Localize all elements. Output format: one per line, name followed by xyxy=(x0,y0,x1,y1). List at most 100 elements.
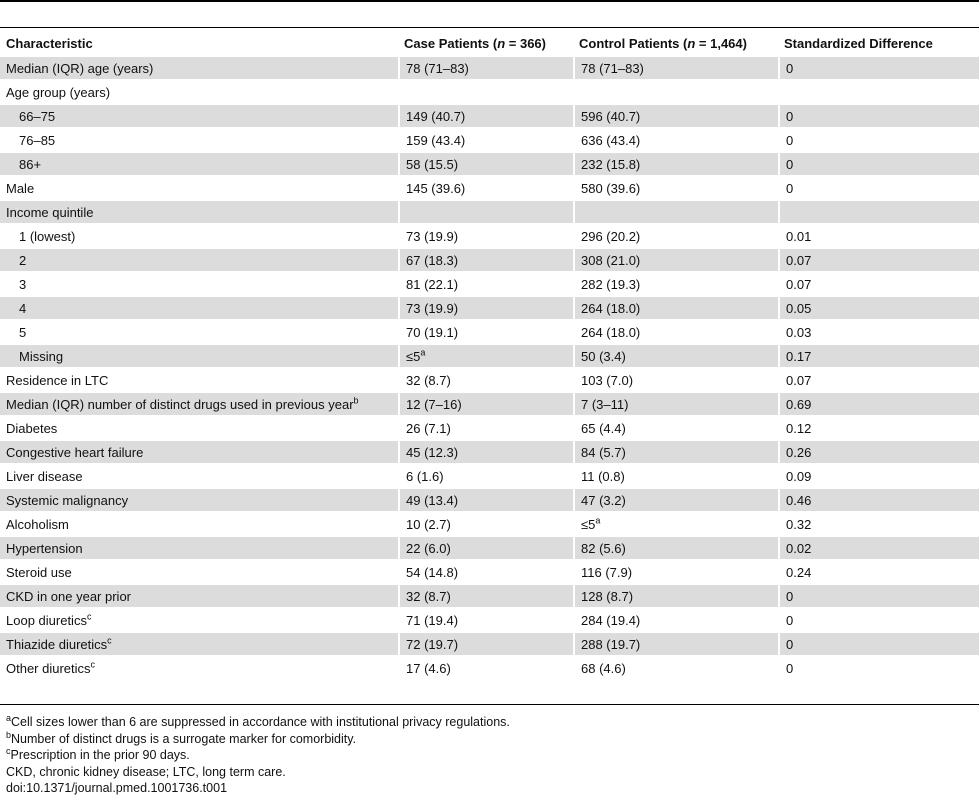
row-standardized-difference: 0 xyxy=(778,656,979,680)
row-standardized-difference: 0.07 xyxy=(778,368,979,392)
table-row: Median (IQR) age (years) 78 (71–83) 78 (71… xyxy=(0,56,979,80)
table-row: Age group (years) xyxy=(0,80,979,104)
row-standardized-difference: 0.12 xyxy=(778,416,979,440)
header-control-patients: Control Patients (n = 1,464) xyxy=(579,36,747,51)
row-characteristic: Missing xyxy=(0,344,398,368)
row-standardized-difference: 0.17 xyxy=(778,344,979,368)
row-control-value: 116 (7.9) xyxy=(573,560,778,584)
row-case-value: 26 (7.1) xyxy=(398,416,573,440)
row-standardized-difference: 0.02 xyxy=(778,536,979,560)
row-characteristic: 3 xyxy=(0,272,398,296)
row-characteristic: Systemic malignancy xyxy=(0,488,398,512)
row-characteristic: 1 (lowest) xyxy=(0,224,398,248)
row-standardized-difference: 0 xyxy=(778,584,979,608)
row-case-value: 58 (15.5) xyxy=(398,152,573,176)
table-row: 66–75 149 (40.7) 596 (40.7) 0 xyxy=(0,104,979,128)
row-case-value xyxy=(398,200,573,224)
row-standardized-difference xyxy=(778,200,979,224)
row-standardized-difference: 0.01 xyxy=(778,224,979,248)
row-case-value: ≤5a xyxy=(398,344,573,368)
row-characteristic: CKD in one year prior xyxy=(0,584,398,608)
row-characteristic: 2 xyxy=(0,248,398,272)
row-control-value: 264 (18.0) xyxy=(573,320,778,344)
row-control-value: 11 (0.8) xyxy=(573,464,778,488)
row-control-value: 128 (8.7) xyxy=(573,584,778,608)
table-row: Missing ≤5a 50 (3.4) 0.17 xyxy=(0,344,979,368)
row-characteristic: Age group (years) xyxy=(0,80,398,104)
row-characteristic: Median (IQR) age (years) xyxy=(0,56,398,80)
row-control-value: 232 (15.8) xyxy=(573,152,778,176)
row-control-value: 50 (3.4) xyxy=(573,344,778,368)
table-row: Income quintile xyxy=(0,200,979,224)
row-case-value: 78 (71–83) xyxy=(398,56,573,80)
table-top-rule xyxy=(0,0,979,2)
row-case-value: 10 (2.7) xyxy=(398,512,573,536)
row-control-value: 84 (5.7) xyxy=(573,440,778,464)
row-control-value: 288 (19.7) xyxy=(573,632,778,656)
row-case-value: 70 (19.1) xyxy=(398,320,573,344)
row-case-value: 32 (8.7) xyxy=(398,368,573,392)
table-row: Systemic malignancy 49 (13.4) 47 (3.2) 0.46 xyxy=(0,488,979,512)
table-row: Congestive heart failure 45 (12.3) 84 (5.7… xyxy=(0,440,979,464)
row-characteristic: 76–85 xyxy=(0,128,398,152)
footnote: bNumber of distinct drugs is a surrogate… xyxy=(6,729,357,746)
row-case-value: 71 (19.4) xyxy=(398,608,573,632)
footnote: cPrescription in the prior 90 days. xyxy=(6,746,190,763)
row-control-value: 636 (43.4) xyxy=(573,128,778,152)
row-standardized-difference: 0.07 xyxy=(778,272,979,296)
row-case-value xyxy=(398,80,573,104)
row-case-value: 73 (19.9) xyxy=(398,224,573,248)
row-characteristic: Loop diureticsc xyxy=(0,608,398,632)
table-row: Thiazide diureticsc 72 (19.7) 288 (19.7) 0 xyxy=(0,632,979,656)
row-characteristic: Thiazide diureticsc xyxy=(0,632,398,656)
row-characteristic: Male xyxy=(0,176,398,200)
footnote: CKD, chronic kidney disease; LTC, long t… xyxy=(6,764,286,779)
row-case-value: 81 (22.1) xyxy=(398,272,573,296)
header-top-rule xyxy=(0,27,979,28)
row-case-value: 45 (12.3) xyxy=(398,440,573,464)
table-row: 86+ 58 (15.5) 232 (15.8) 0 xyxy=(0,152,979,176)
row-case-value: 32 (8.7) xyxy=(398,584,573,608)
row-case-value: 6 (1.6) xyxy=(398,464,573,488)
row-characteristic: Median (IQR) number of distinct drugs us… xyxy=(0,392,398,416)
table-row: 2 67 (18.3) 308 (21.0) 0.07 xyxy=(0,248,979,272)
row-standardized-difference: 0.03 xyxy=(778,320,979,344)
table-row: Hypertension 22 (6.0) 82 (5.6) 0.02 xyxy=(0,536,979,560)
row-case-value: 22 (6.0) xyxy=(398,536,573,560)
table-row: Alcoholism 10 (2.7) ≤5a 0.32 xyxy=(0,512,979,536)
row-standardized-difference: 0.32 xyxy=(778,512,979,536)
row-control-value: 82 (5.6) xyxy=(573,536,778,560)
table-footnotes: aCell sizes lower than 6 are suppressed … xyxy=(6,712,510,797)
row-characteristic: Residence in LTC xyxy=(0,368,398,392)
row-case-value: 149 (40.7) xyxy=(398,104,573,128)
row-control-value: 47 (3.2) xyxy=(573,488,778,512)
row-control-value: 282 (19.3) xyxy=(573,272,778,296)
table-header-row: Characteristic Case Patients (n = 366) C… xyxy=(0,31,979,56)
row-control-value: 580 (39.6) xyxy=(573,176,778,200)
table-row: 1 (lowest) 73 (19.9) 296 (20.2) 0.01 xyxy=(0,224,979,248)
row-standardized-difference: 0 xyxy=(778,56,979,80)
table-row: Steroid use 54 (14.8) 116 (7.9) 0.24 xyxy=(0,560,979,584)
row-case-value: 145 (39.6) xyxy=(398,176,573,200)
row-characteristic: Diabetes xyxy=(0,416,398,440)
table-row: Liver disease 6 (1.6) 11 (0.8) 0.09 xyxy=(0,464,979,488)
row-characteristic: 5 xyxy=(0,320,398,344)
table-row: 4 73 (19.9) 264 (18.0) 0.05 xyxy=(0,296,979,320)
footnote: aCell sizes lower than 6 are suppressed … xyxy=(6,712,510,729)
table-row: 3 81 (22.1) 282 (19.3) 0.07 xyxy=(0,272,979,296)
row-control-value xyxy=(573,200,778,224)
table-row: Diabetes 26 (7.1) 65 (4.4) 0.12 xyxy=(0,416,979,440)
header-standardized-difference: Standardized Difference xyxy=(784,36,933,51)
row-control-value: 264 (18.0) xyxy=(573,296,778,320)
table-bottom-rule xyxy=(0,704,979,705)
row-standardized-difference: 0 xyxy=(778,152,979,176)
row-standardized-difference: 0 xyxy=(778,608,979,632)
header-characteristic: Characteristic xyxy=(6,36,93,51)
row-case-value: 17 (4.6) xyxy=(398,656,573,680)
row-control-value xyxy=(573,80,778,104)
characteristics-table: Characteristic Case Patients (n = 366) C… xyxy=(0,31,979,680)
row-control-value: 68 (4.6) xyxy=(573,656,778,680)
row-characteristic: Steroid use xyxy=(0,560,398,584)
row-characteristic: 66–75 xyxy=(0,104,398,128)
row-control-value: 7 (3–11) xyxy=(573,392,778,416)
